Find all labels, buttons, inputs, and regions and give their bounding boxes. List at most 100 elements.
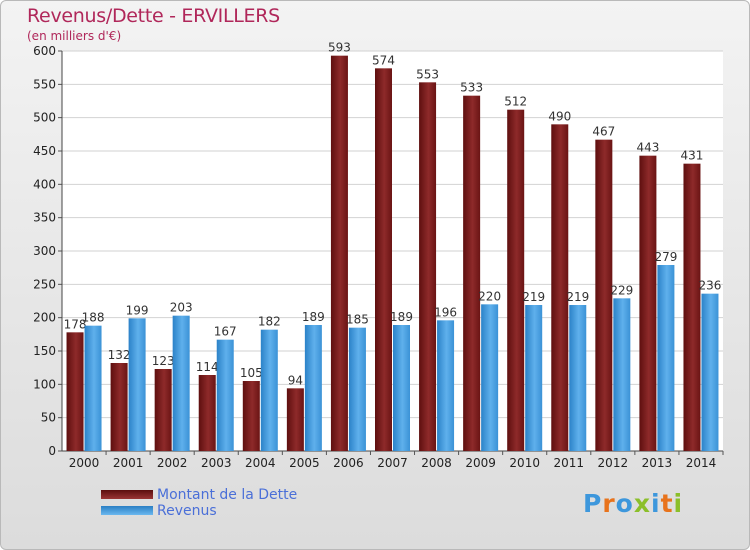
bar-revenus	[437, 320, 455, 451]
data-label-dette: 490	[548, 109, 571, 123]
data-label-revenus: 203	[170, 301, 193, 315]
data-label-revenus: 236	[699, 279, 722, 293]
bar-revenus	[128, 318, 146, 451]
x-tick-label: 2006	[333, 456, 364, 470]
y-tick-label: 150	[33, 344, 56, 358]
data-label-revenus: 219	[522, 290, 545, 304]
data-label-revenus: 182	[258, 315, 281, 329]
logo-letter: r	[602, 489, 616, 518]
bar-revenus	[701, 293, 719, 451]
bar-dette	[198, 375, 216, 451]
legend-label-dette: Montant de la Dette	[157, 487, 298, 503]
bar-dette	[683, 163, 701, 451]
logo-letter: P	[583, 489, 603, 518]
data-label-dette: 553	[416, 67, 439, 81]
x-tick-label: 2008	[421, 456, 452, 470]
bar-revenus	[260, 329, 278, 451]
bar-dette	[419, 82, 437, 451]
data-label-revenus: 185	[346, 313, 369, 327]
bar-dette	[595, 139, 613, 451]
x-tick-label: 2012	[598, 456, 629, 470]
data-label-revenus: 167	[214, 325, 237, 339]
data-label-revenus: 229	[610, 283, 633, 297]
data-label-revenus: 189	[390, 310, 413, 324]
data-label-dette: 123	[152, 354, 175, 368]
logo-letter: i	[673, 489, 684, 518]
bar-revenus	[172, 315, 190, 451]
x-tick-label: 2007	[377, 456, 408, 470]
bar-dette	[242, 381, 260, 451]
bar-dette	[507, 109, 525, 452]
data-label-revenus: 220	[478, 289, 501, 303]
bar-revenus	[569, 305, 587, 451]
data-label-dette: 574	[372, 53, 395, 67]
logo-letter: x	[633, 489, 651, 518]
data-label-revenus: 199	[126, 303, 149, 317]
y-tick-label: 450	[33, 144, 56, 158]
bar-revenus	[84, 325, 102, 451]
logo-letter: o	[615, 489, 634, 518]
x-tick-label: 2010	[509, 456, 540, 470]
y-tick-label: 400	[33, 177, 56, 191]
bar-dette	[154, 369, 172, 451]
y-tick-label: 500	[33, 111, 56, 125]
bar-dette	[375, 68, 392, 451]
y-tick-label: 300	[33, 244, 56, 258]
legend-swatch-revenus	[101, 506, 153, 515]
bar-dette	[551, 124, 569, 451]
bar-revenus	[613, 298, 631, 451]
data-label-dette: 533	[460, 81, 483, 95]
proxiti-logo: Proxiti	[583, 489, 683, 518]
x-tick-label: 2011	[553, 456, 584, 470]
data-label-dette: 132	[108, 348, 131, 362]
x-tick-label: 2013	[642, 456, 673, 470]
x-tick-label: 2000	[69, 456, 100, 470]
y-tick-label: 600	[33, 44, 56, 58]
data-label-dette: 94	[288, 373, 303, 387]
bar-revenus	[657, 265, 675, 451]
bar-revenus	[348, 327, 366, 451]
chart-subtitle: (en milliers d'€)	[27, 29, 122, 43]
y-tick-label: 350	[33, 211, 56, 225]
x-tick-label: 2009	[465, 456, 496, 470]
bar-revenus	[393, 325, 410, 451]
y-tick-label: 50	[41, 411, 56, 425]
legend-swatch-dette	[101, 490, 153, 499]
bar-revenus	[525, 305, 543, 451]
data-label-dette: 105	[240, 366, 263, 380]
bar-dette	[110, 363, 128, 451]
x-tick-label: 2004	[245, 456, 276, 470]
logo-letter: t	[660, 489, 674, 518]
bar-dette	[463, 95, 481, 452]
data-label-dette: 467	[592, 125, 615, 139]
data-label-revenus: 196	[434, 305, 457, 319]
bar-revenus	[216, 339, 234, 451]
bar-dette	[330, 55, 348, 452]
data-label-revenus: 219	[566, 290, 589, 304]
x-tick-label: 2001	[113, 456, 144, 470]
x-tick-label: 2005	[289, 456, 320, 470]
data-label-dette: 443	[636, 141, 659, 155]
x-tick-label: 2003	[201, 456, 232, 470]
data-label-revenus: 189	[302, 310, 325, 324]
x-tick-label: 2002	[157, 456, 188, 470]
x-tick-label: 2014	[686, 456, 717, 470]
data-label-dette: 431	[681, 149, 704, 163]
y-tick-label: 550	[33, 77, 56, 91]
y-tick-label: 200	[33, 311, 56, 325]
bar-revenus	[304, 325, 322, 451]
data-label-dette: 178	[64, 317, 87, 331]
y-tick-label: 0	[48, 444, 56, 458]
bar-dette	[286, 388, 304, 451]
y-tick-label: 250	[33, 277, 56, 291]
bar-revenus	[481, 304, 499, 451]
chart-title: Revenus/Dette - ERVILLERS	[27, 5, 280, 27]
data-label-revenus: 188	[82, 311, 105, 325]
data-label-dette: 593	[328, 41, 351, 55]
logo-letter: i	[651, 489, 661, 518]
data-label-dette: 512	[504, 95, 527, 109]
y-tick-label: 100	[33, 377, 56, 391]
bar-dette	[639, 155, 657, 451]
